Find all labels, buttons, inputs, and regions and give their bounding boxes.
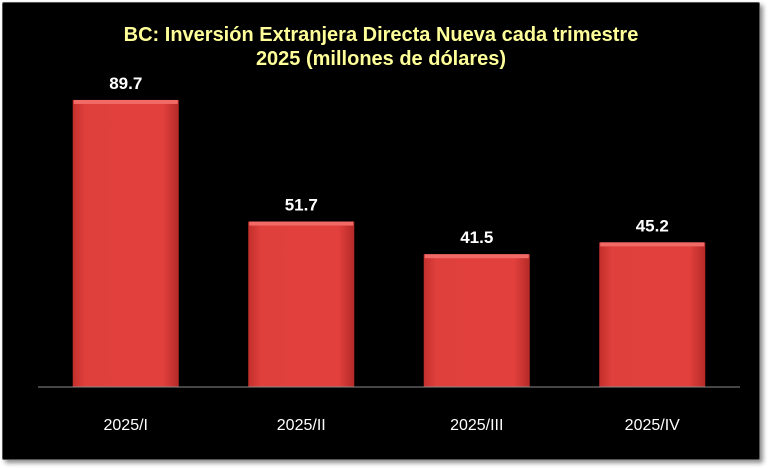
bar-top-highlight <box>600 242 705 247</box>
bar-top-highlight <box>73 99 178 104</box>
category-tick-label: 2025/I <box>104 417 148 434</box>
category-tick-label: 2025/II <box>277 417 326 434</box>
category-tick-label: 2025/IV <box>625 417 680 434</box>
category-tick-label: 2025/III <box>450 417 503 434</box>
bar-rect <box>599 242 706 387</box>
bar-3 <box>423 254 530 387</box>
bar-2 <box>248 221 355 387</box>
bar-4 <box>599 242 706 387</box>
bar-chart: 89.7 51.7 41.5 45.2 2025/I 2025/II 2025/III 20… <box>38 74 740 434</box>
bar-top-highlight <box>249 221 354 226</box>
bar-value-label: 89.7 <box>109 74 142 93</box>
bar-rect <box>72 99 179 388</box>
bar-rect <box>248 221 355 387</box>
chart-title-line-1: BC: Inversión Extranjera Directa Nueva c… <box>123 24 639 46</box>
bar-value-label: 45.2 <box>636 216 669 235</box>
chart-title-line-2: 2025 (millones de dólares) <box>255 48 507 70</box>
chart-frame: BC: Inversión Extranjera Directa Nueva c… <box>2 2 760 460</box>
bar-1 <box>72 99 179 388</box>
chart-title: BC: Inversión Extranjera Directa Nueva c… <box>3 23 759 71</box>
bar-value-label: 41.5 <box>460 228 493 247</box>
bar-value-label: 51.7 <box>285 196 318 215</box>
bar-rect <box>423 254 530 387</box>
bar-top-highlight <box>424 254 529 259</box>
